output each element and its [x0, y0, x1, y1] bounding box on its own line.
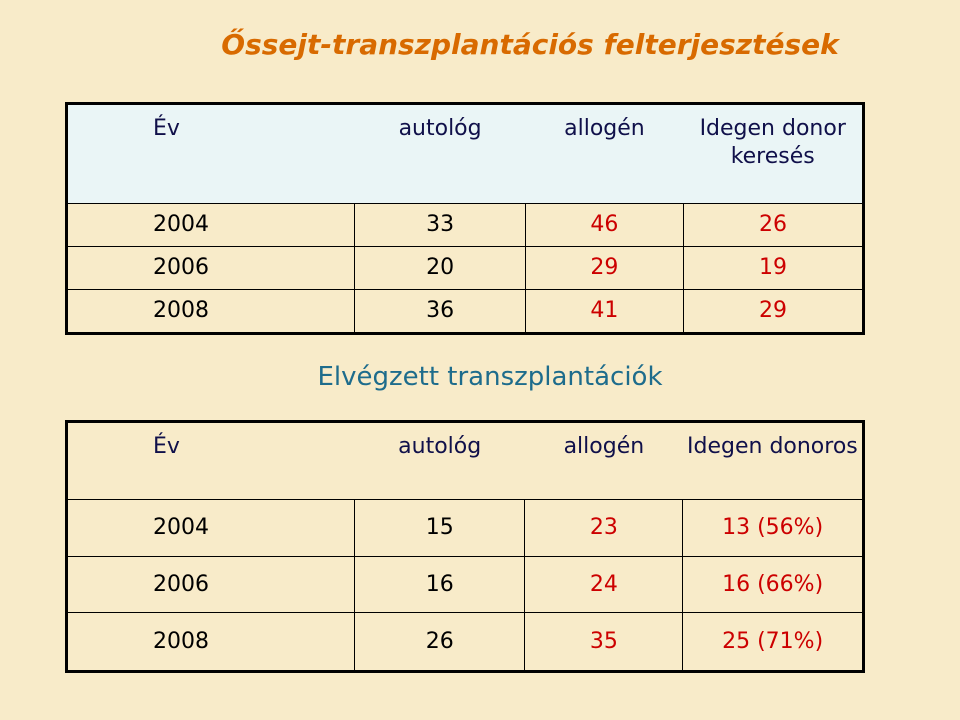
- cell: 2006: [65, 246, 356, 290]
- header-cell: allogén: [525, 102, 684, 205]
- row: 2006 16 24 16 (66%): [66, 555, 864, 614]
- cell: 16 (66%): [682, 555, 864, 614]
- header-cell: Idegen donoros: [682, 420, 864, 501]
- cell: 20: [354, 246, 526, 290]
- header-row: Év autológ allogén Idegen donor keresés: [66, 102, 864, 205]
- cell: 24: [524, 555, 684, 614]
- subtitle: Elvégzett transzplantációk: [317, 362, 663, 392]
- header-cell: Év: [66, 420, 355, 501]
- cell: 46: [524, 203, 684, 247]
- cell: 29: [682, 288, 865, 335]
- header-cell: allogén: [524, 420, 683, 501]
- header-cell: autológ: [354, 102, 526, 205]
- header-cell: autológ: [354, 420, 525, 501]
- cell: 16: [353, 555, 526, 614]
- cell: 36: [354, 288, 526, 335]
- title: Őssejt-transzplantációs felterjesztések: [221, 28, 839, 61]
- row: 2004 33 46 26: [65, 203, 865, 247]
- cell: 2006: [66, 555, 355, 614]
- header-row: Év autológ allogén Idegen donoros: [66, 420, 864, 501]
- cell: 25 (71%): [682, 612, 864, 672]
- cell: 19: [682, 246, 865, 290]
- cell: 2004: [65, 203, 356, 247]
- cell: 2004: [66, 499, 355, 557]
- row: 2006 20 29 19: [65, 246, 865, 290]
- row: 2008 26 35 25 (71%): [66, 612, 864, 672]
- table: Év autológ allogén Idegen donoros 2004 15 23 13…: [65, 420, 865, 673]
- cell: 15: [353, 499, 526, 557]
- cell: 35: [524, 612, 684, 672]
- cell: 23: [524, 499, 684, 557]
- cell: 41: [524, 288, 684, 335]
- header-cell: Év: [66, 102, 355, 205]
- cell: 2008: [65, 288, 356, 335]
- cell: 29: [524, 246, 684, 290]
- row: 2004 15 23 13 (56%): [66, 499, 864, 557]
- cell: 26: [353, 612, 526, 672]
- row: 2008 36 41 29: [65, 288, 865, 335]
- table: Év autológ allogén Idegen donor keresés 2004…: [65, 102, 865, 335]
- cell: 2008: [66, 612, 355, 672]
- cell: 33: [354, 203, 526, 247]
- header-cell: Idegen donor keresés: [683, 102, 864, 205]
- cell: 26: [682, 203, 865, 247]
- cell: 13 (56%): [682, 499, 864, 557]
